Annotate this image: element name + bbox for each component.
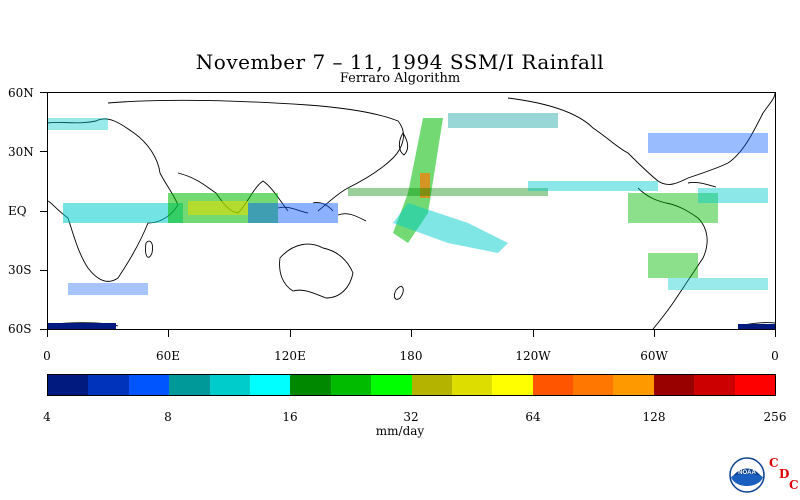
australia-coast xyxy=(279,243,354,299)
legend-swatch-14 xyxy=(613,375,654,395)
caribbean-coast xyxy=(687,182,717,188)
lon-label-120e: 120E xyxy=(274,349,306,363)
south-america-coast xyxy=(637,187,708,329)
lat-label-30s: 30S xyxy=(8,263,32,277)
rain-patch xyxy=(348,188,548,196)
legend-swatch-12 xyxy=(532,375,574,395)
cdc-letter-1: C xyxy=(769,456,779,470)
rain-patch xyxy=(528,181,658,191)
lon-label-60w: 60W xyxy=(640,349,668,363)
rain-patch xyxy=(48,118,108,130)
rain-patch xyxy=(248,203,338,223)
antarctica-coast xyxy=(48,322,775,327)
rain-patch xyxy=(648,133,768,153)
legend-label-16: 16 xyxy=(282,410,298,424)
north-america-coast xyxy=(507,93,775,185)
rain-patch xyxy=(420,173,430,198)
legend-swatch-2 xyxy=(128,375,170,395)
lat-label-30n: 30N xyxy=(8,145,34,159)
legend-swatch-5 xyxy=(249,375,291,395)
legend-label-256: 256 xyxy=(763,410,787,424)
legend-swatch-8 xyxy=(371,375,412,395)
lon-label-0-east-edge: 0 xyxy=(771,349,779,363)
legend-swatch-1 xyxy=(88,375,129,395)
legend-swatch-10 xyxy=(451,375,493,395)
legend-units: mm/day xyxy=(375,424,425,438)
legend-label-64: 64 xyxy=(525,410,541,424)
legend-swatch-3 xyxy=(169,375,210,395)
legend-swatch-4 xyxy=(209,375,250,395)
rainfall-map xyxy=(47,92,776,330)
lat-label-60n: 60N xyxy=(8,86,34,100)
cdc-letter-3: C xyxy=(789,478,799,492)
legend-swatch-11 xyxy=(492,375,533,395)
legend-swatch-0 xyxy=(48,375,89,395)
lat-label-eq: EQ xyxy=(8,204,27,218)
rainfall-patches xyxy=(48,113,775,329)
legend-swatch-15 xyxy=(653,375,695,395)
legend-swatch-7 xyxy=(330,375,372,395)
rain-patch xyxy=(628,193,718,223)
lon-label-0-west-edge: 0 xyxy=(43,349,51,363)
map-subtitle: Ferraro Algorithm xyxy=(339,71,461,86)
rain-patch xyxy=(668,278,768,290)
rain-patch xyxy=(738,324,775,329)
lat-label-60s: 60S xyxy=(8,322,32,336)
japan-coast xyxy=(398,132,409,156)
rain-patch xyxy=(63,203,183,223)
color-legend-bar xyxy=(47,374,776,396)
rain-patch xyxy=(448,113,558,128)
africa-europe-coast xyxy=(48,118,179,282)
asia-coast xyxy=(107,99,404,212)
rain-patch xyxy=(188,201,248,215)
new-zealand-coast xyxy=(393,286,404,300)
lon-label-180: 180 xyxy=(399,349,423,363)
legend-swatch-17 xyxy=(734,375,776,395)
lon-label-120w: 120W xyxy=(515,349,551,363)
legend-label-4: 4 xyxy=(43,410,51,424)
rain-patch xyxy=(648,253,698,278)
legend-swatch-13 xyxy=(573,375,614,395)
noaa-logo-icon: NOAA xyxy=(729,457,765,493)
legend-swatch-16 xyxy=(694,375,735,395)
legend-swatch-6 xyxy=(290,375,331,395)
legend-label-32: 32 xyxy=(403,410,419,424)
legend-label-8: 8 xyxy=(164,410,172,424)
rain-patch xyxy=(393,203,508,253)
legend-label-128: 128 xyxy=(642,410,666,424)
indonesia-coast xyxy=(277,202,367,222)
madagascar-coast xyxy=(145,240,153,258)
rain-patch xyxy=(48,323,116,329)
lon-label-60e: 60E xyxy=(155,349,181,363)
coastlines xyxy=(48,93,775,329)
world-map-svg xyxy=(48,93,775,329)
rain-patch xyxy=(698,188,768,203)
map-title: November 7 – 11, 1994 SSM/I Rainfall xyxy=(195,50,605,74)
cdc-letter-2: D xyxy=(779,467,790,481)
svg-text:NOAA: NOAA xyxy=(738,470,756,476)
legend-swatch-9 xyxy=(411,375,452,395)
rain-patch xyxy=(68,283,148,295)
